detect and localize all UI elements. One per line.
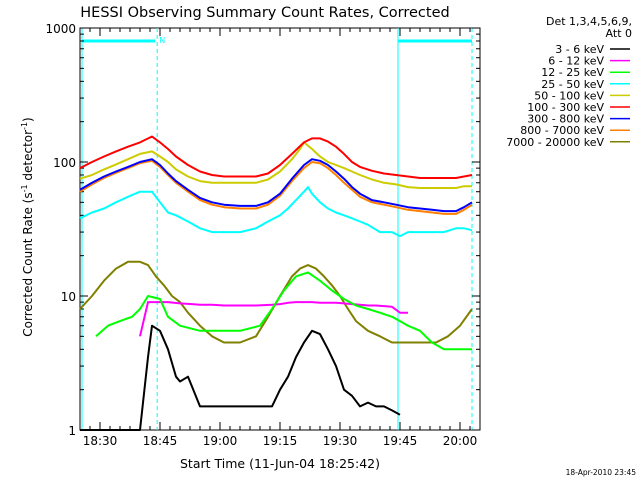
- x-axis-title: Start Time (11-Jun-04 18:25:42): [180, 456, 380, 471]
- legend-label: 3 - 6 keV: [555, 43, 604, 56]
- y-tick-label: 100: [53, 156, 76, 170]
- x-tick-label: 19:45: [383, 434, 418, 448]
- series-line: [95, 271, 472, 351]
- legend-label: 800 - 7000 keV: [520, 124, 604, 137]
- series-line: [79, 260, 473, 344]
- x-tick-label: 19:00: [203, 434, 238, 448]
- footer-timestamp: 18-Apr-2010 23:45: [566, 468, 637, 477]
- legend-label: 100 - 300 keV: [527, 101, 604, 114]
- legend-label: 300 - 800 keV: [527, 113, 604, 126]
- legend-label: 7000 - 20000 keV: [506, 136, 604, 149]
- x-tick-label: 18:30: [83, 434, 118, 448]
- series-line: [80, 324, 401, 431]
- x-tick-label: 19:30: [323, 434, 358, 448]
- series-line: [79, 186, 473, 238]
- x-tick-label: 18:45: [143, 434, 178, 448]
- series-line: [139, 301, 408, 337]
- series-line: [79, 159, 473, 215]
- y-axis-title-part2: detector: [21, 130, 35, 185]
- chart-title: HESSI Observing Summary Count Rates, Cor…: [80, 5, 449, 21]
- svg-text:Corrected Count Rate (s-1 dete: Corrected Count Rate (s-1 detector-1): [20, 117, 35, 336]
- y-tick-label: 1000: [45, 22, 76, 36]
- y-axis-title-sup2: -1: [20, 122, 29, 130]
- plot-area: N 1 10 100 1000 18:30 18:45 19:00 19:15 19:30 19:4…: [45, 22, 630, 448]
- series-line: [79, 141, 472, 189]
- y-axis-title-part1: Corrected Count Rate (s: [21, 192, 35, 336]
- y-axis-title-sup1: -1: [20, 184, 29, 192]
- y-tick-label: 10: [61, 290, 76, 304]
- plot-frame: [79, 27, 481, 431]
- legend-header-line1: Det 1,3,4,5,6,9,: [546, 15, 632, 28]
- series-line: [79, 158, 473, 213]
- night-label: N: [159, 36, 165, 45]
- y-axis-title-part3: ): [21, 117, 35, 122]
- y-tick-label: 1: [68, 424, 76, 438]
- legend-label: 6 - 12 keV: [548, 55, 604, 68]
- legend-label: 50 - 100 keV: [534, 89, 604, 102]
- series-line: [79, 135, 473, 179]
- legend-label: 25 - 50 keV: [541, 78, 604, 91]
- legend-label: 12 - 25 keV: [541, 66, 604, 79]
- legend-header-line2: Att 0: [606, 27, 632, 40]
- y-axis-title: Corrected Count Rate (s-1 detector-1): [20, 117, 35, 336]
- x-tick-label: 19:15: [263, 434, 298, 448]
- x-tick-label: 20:00: [443, 434, 478, 448]
